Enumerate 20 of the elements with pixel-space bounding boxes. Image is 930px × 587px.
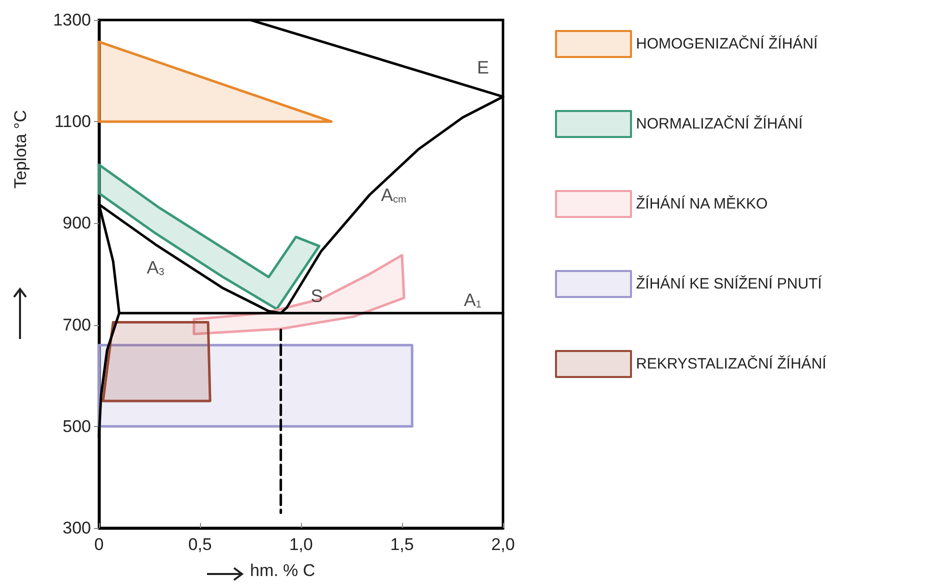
- x-tick-label: 0,5: [188, 535, 212, 554]
- annotation: E: [476, 58, 490, 78]
- x-tick-label: 1,5: [390, 535, 414, 554]
- y-tick-label: 300: [62, 518, 91, 538]
- y-tick-label: 700: [62, 315, 91, 334]
- x-tick-label: 2,0: [491, 535, 515, 554]
- y-tick-label: 900: [62, 214, 91, 233]
- y-tick-label: 1100: [54, 112, 91, 132]
- legend-label: ŽÍHÁNÍ KE SNÍŽENÍ PNUTÍ: [636, 274, 823, 292]
- x-tick-label: 0: [94, 535, 104, 554]
- legend-label: HOMOGENIZAČNÍ ŽÍHÁNÍ: [636, 34, 818, 52]
- legend-label: NORMALIZAČNÍ ŽÍHÁNÍ: [636, 114, 804, 132]
- y-tick-label: 500: [62, 416, 91, 436]
- x-axis-title: hm. % C: [250, 561, 316, 580]
- annotation: S: [310, 286, 323, 306]
- x-tick-label: 1,0: [289, 535, 313, 554]
- y-tick-label: 1300: [53, 10, 91, 30]
- legend-label: REKRYSTALIZAČNÍ ŽÍHÁNÍ: [636, 354, 828, 372]
- legend-label: ŽÍHÁNÍ NA MĚKKO: [636, 194, 768, 212]
- y-axis-title: Teplota °C: [11, 110, 30, 189]
